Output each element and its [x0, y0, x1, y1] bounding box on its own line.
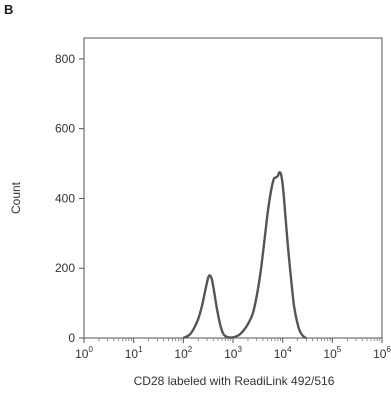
x-tick-label: 104	[274, 345, 292, 361]
plot-area	[83, 37, 383, 339]
panel-letter: B	[4, 2, 13, 17]
x-tick-label: 106	[373, 345, 391, 361]
x-axis: 100 101 102 103 104 105 106	[75, 338, 391, 361]
x-tick-label: 101	[125, 345, 143, 361]
x-tick-label: 105	[323, 345, 341, 361]
y-tick-label: 600	[55, 122, 75, 136]
y-tick-label: 400	[55, 191, 75, 205]
y-axis-label: Count	[9, 181, 23, 214]
x-tick-label: 103	[224, 345, 242, 361]
x-tick-label: 102	[174, 345, 192, 361]
y-tick-label: 800	[55, 52, 75, 66]
y-tick-label: 0	[68, 331, 75, 345]
plot-frame	[83, 37, 383, 339]
x-tick-label: 100	[75, 345, 93, 361]
histogram-line	[182, 171, 307, 340]
y-axis: 0 200 400 600 800	[55, 52, 84, 345]
x-axis-label: CD28 labeled with ReadiLink 492/516	[134, 374, 335, 388]
y-tick-label: 200	[55, 261, 75, 275]
